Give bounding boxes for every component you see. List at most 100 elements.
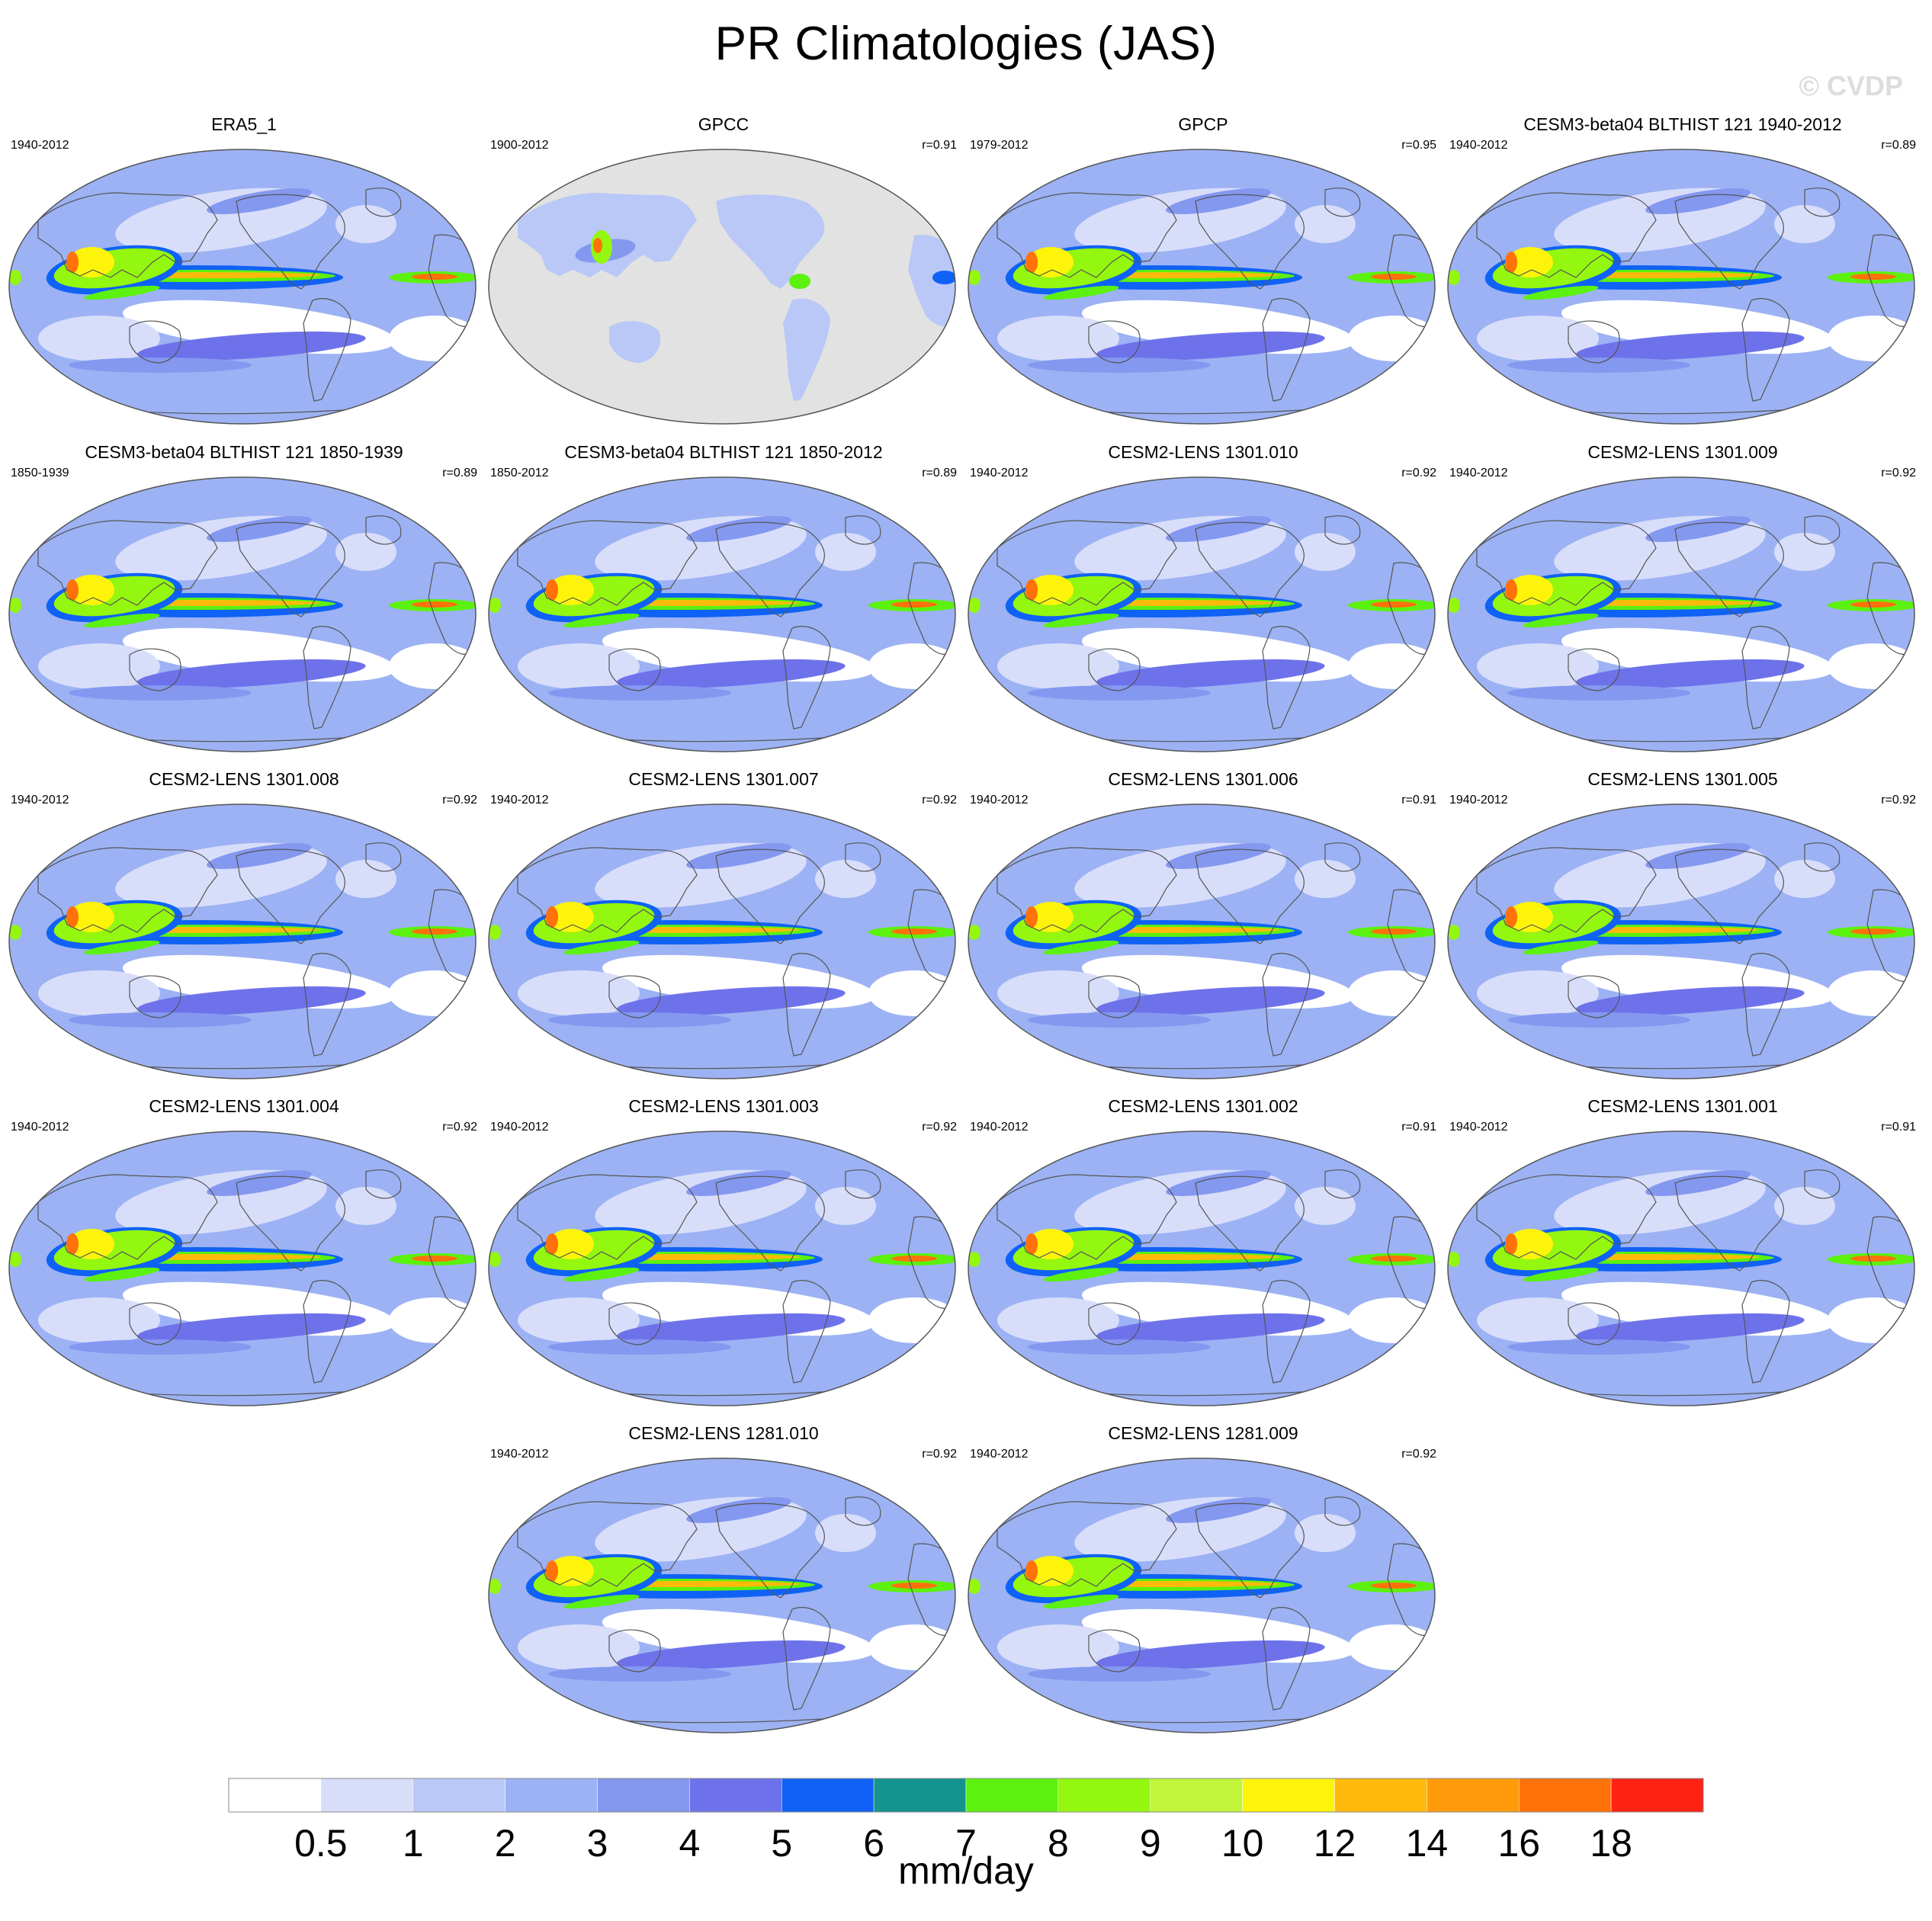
panel-pattern-correlation: r=0.92 — [1401, 1448, 1436, 1461]
panel-years: 1940-2012 — [1449, 1121, 1508, 1134]
north-atlantic-dry — [815, 1514, 876, 1552]
panel-pattern-correlation: r=0.92 — [922, 794, 957, 807]
map-border — [968, 803, 1436, 1079]
coast-greenland — [1804, 188, 1841, 217]
north-atlantic-dry — [815, 533, 876, 571]
southern-storm-track — [1576, 659, 1805, 689]
panel-years: 1940-2012 — [970, 1121, 1029, 1134]
panel-years: 1979-2012 — [970, 139, 1029, 152]
atlantic-itcz-peak — [891, 1256, 937, 1262]
north-atlantic-dry — [1295, 205, 1356, 243]
map-panel: CESM2-LENS 1301.007 1940-2012 r=0.92 — [487, 769, 960, 1089]
atlantic-itcz-peak — [412, 1256, 457, 1262]
coast-australia — [129, 975, 181, 1018]
map — [8, 1130, 477, 1406]
land-africa — [908, 235, 955, 327]
africa-edge — [489, 925, 501, 940]
south-atlantic-dry — [1828, 316, 1914, 361]
coast-africa — [1387, 1543, 1435, 1636]
southern-storm-track-2 — [69, 685, 252, 701]
southern-storm-track-2 — [1028, 1339, 1211, 1355]
coast-asia-landmass — [1476, 1174, 1657, 1260]
monsoon-peak — [548, 1229, 594, 1259]
coast-south-america — [782, 1280, 831, 1384]
southern-storm-track-2 — [1028, 358, 1211, 373]
colorbar-swatch — [597, 1778, 690, 1813]
coast-africa — [428, 889, 476, 982]
southern-storm-track — [137, 1313, 366, 1343]
southern-storm-track — [137, 986, 366, 1016]
southern-storm-track — [1096, 986, 1325, 1016]
colorbar-swatch — [228, 1778, 322, 1813]
southern-storm-track — [617, 1640, 846, 1670]
panel-title: CESM2-LENS 1301.010 — [1108, 442, 1298, 462]
map — [1447, 1130, 1915, 1406]
southern-storm-track-2 — [548, 1339, 731, 1355]
coast-australia — [1568, 1302, 1620, 1345]
panel-pattern-correlation: r=0.91 — [922, 139, 957, 152]
panel-years: 1940-2012 — [490, 1448, 549, 1461]
africa-edge — [1448, 925, 1460, 940]
atlantic-itcz-peak — [1371, 1583, 1417, 1589]
coast-australia — [129, 1302, 181, 1345]
coast-australia — [608, 1629, 661, 1672]
coast-africa — [1866, 562, 1914, 655]
atlantic-itcz-peak — [891, 601, 937, 608]
southern-storm-track-2 — [69, 1339, 252, 1355]
north-atlantic-dry — [335, 205, 396, 243]
south-atlantic-dry — [1348, 970, 1435, 1016]
panel-years: 1940-2012 — [970, 467, 1029, 479]
africa-edge — [968, 925, 980, 940]
colorbar-swatch — [1150, 1778, 1243, 1813]
coast-greenland — [845, 1169, 881, 1199]
precipitation-field — [9, 149, 476, 424]
africa-edge — [1448, 598, 1460, 613]
africa-edge — [9, 598, 21, 613]
atlantic-itcz-peak — [891, 928, 937, 935]
map-panel: CESM2-LENS 1301.008 1940-2012 r=0.92 — [8, 769, 480, 1089]
coast-north-america — [236, 1175, 345, 1272]
monsoon-peak — [1028, 902, 1074, 932]
atlantic-itcz-peak — [1371, 274, 1417, 280]
south-atlantic-dry — [868, 1624, 955, 1670]
monsoon-peak — [1028, 1556, 1074, 1586]
coast-south-america — [1741, 953, 1790, 1057]
spcz — [1523, 940, 1599, 955]
map-border — [1447, 1130, 1915, 1406]
southern-storm-track — [617, 986, 846, 1016]
panel-title: CESM3-beta04 BLTHIST 121 1850-2012 — [564, 442, 883, 462]
panel-pattern-correlation: r=0.91 — [1401, 1121, 1436, 1134]
map — [968, 476, 1436, 752]
coast-africa — [907, 1216, 955, 1309]
panel-years: 1940-2012 — [11, 794, 69, 807]
south-atlantic-dry — [868, 643, 955, 689]
colorbar-swatch — [1427, 1778, 1520, 1813]
north-atlantic-dry — [1774, 533, 1835, 571]
panel-pattern-correlation: r=0.92 — [442, 1121, 477, 1134]
map-border — [968, 1130, 1436, 1406]
map-panel: CESM2-LENS 1301.006 1940-2012 r=0.91 — [967, 769, 1439, 1089]
spcz — [84, 1267, 160, 1282]
precipitation-field — [9, 804, 476, 1079]
south-atlantic-dry — [389, 643, 476, 689]
africa-edge — [489, 1252, 501, 1267]
coast-asia-landmass — [1476, 520, 1657, 606]
coast-greenland — [845, 842, 881, 872]
southern-storm-track — [137, 331, 366, 361]
spcz — [84, 613, 160, 628]
africa-edge — [968, 1579, 980, 1594]
map — [8, 803, 477, 1079]
coast-south-america — [782, 953, 831, 1057]
precipitation-field — [489, 804, 955, 1079]
africa-edge — [489, 1579, 501, 1594]
map-panel: CESM2-LENS 1281.010 1940-2012 r=0.92 — [487, 1423, 960, 1743]
panel-title: CESM2-LENS 1301.001 — [1587, 1096, 1778, 1116]
coast-africa — [1866, 1216, 1914, 1309]
coast-asia-landmass — [996, 1501, 1177, 1587]
coast-australia — [608, 1302, 661, 1345]
map-border — [968, 476, 1436, 752]
panel-pattern-correlation: r=0.92 — [1881, 467, 1916, 479]
atlantic-itcz-peak — [1850, 601, 1896, 608]
coast-greenland — [365, 1169, 402, 1199]
map-panel: ERA5_1 1940-2012 — [8, 114, 480, 435]
